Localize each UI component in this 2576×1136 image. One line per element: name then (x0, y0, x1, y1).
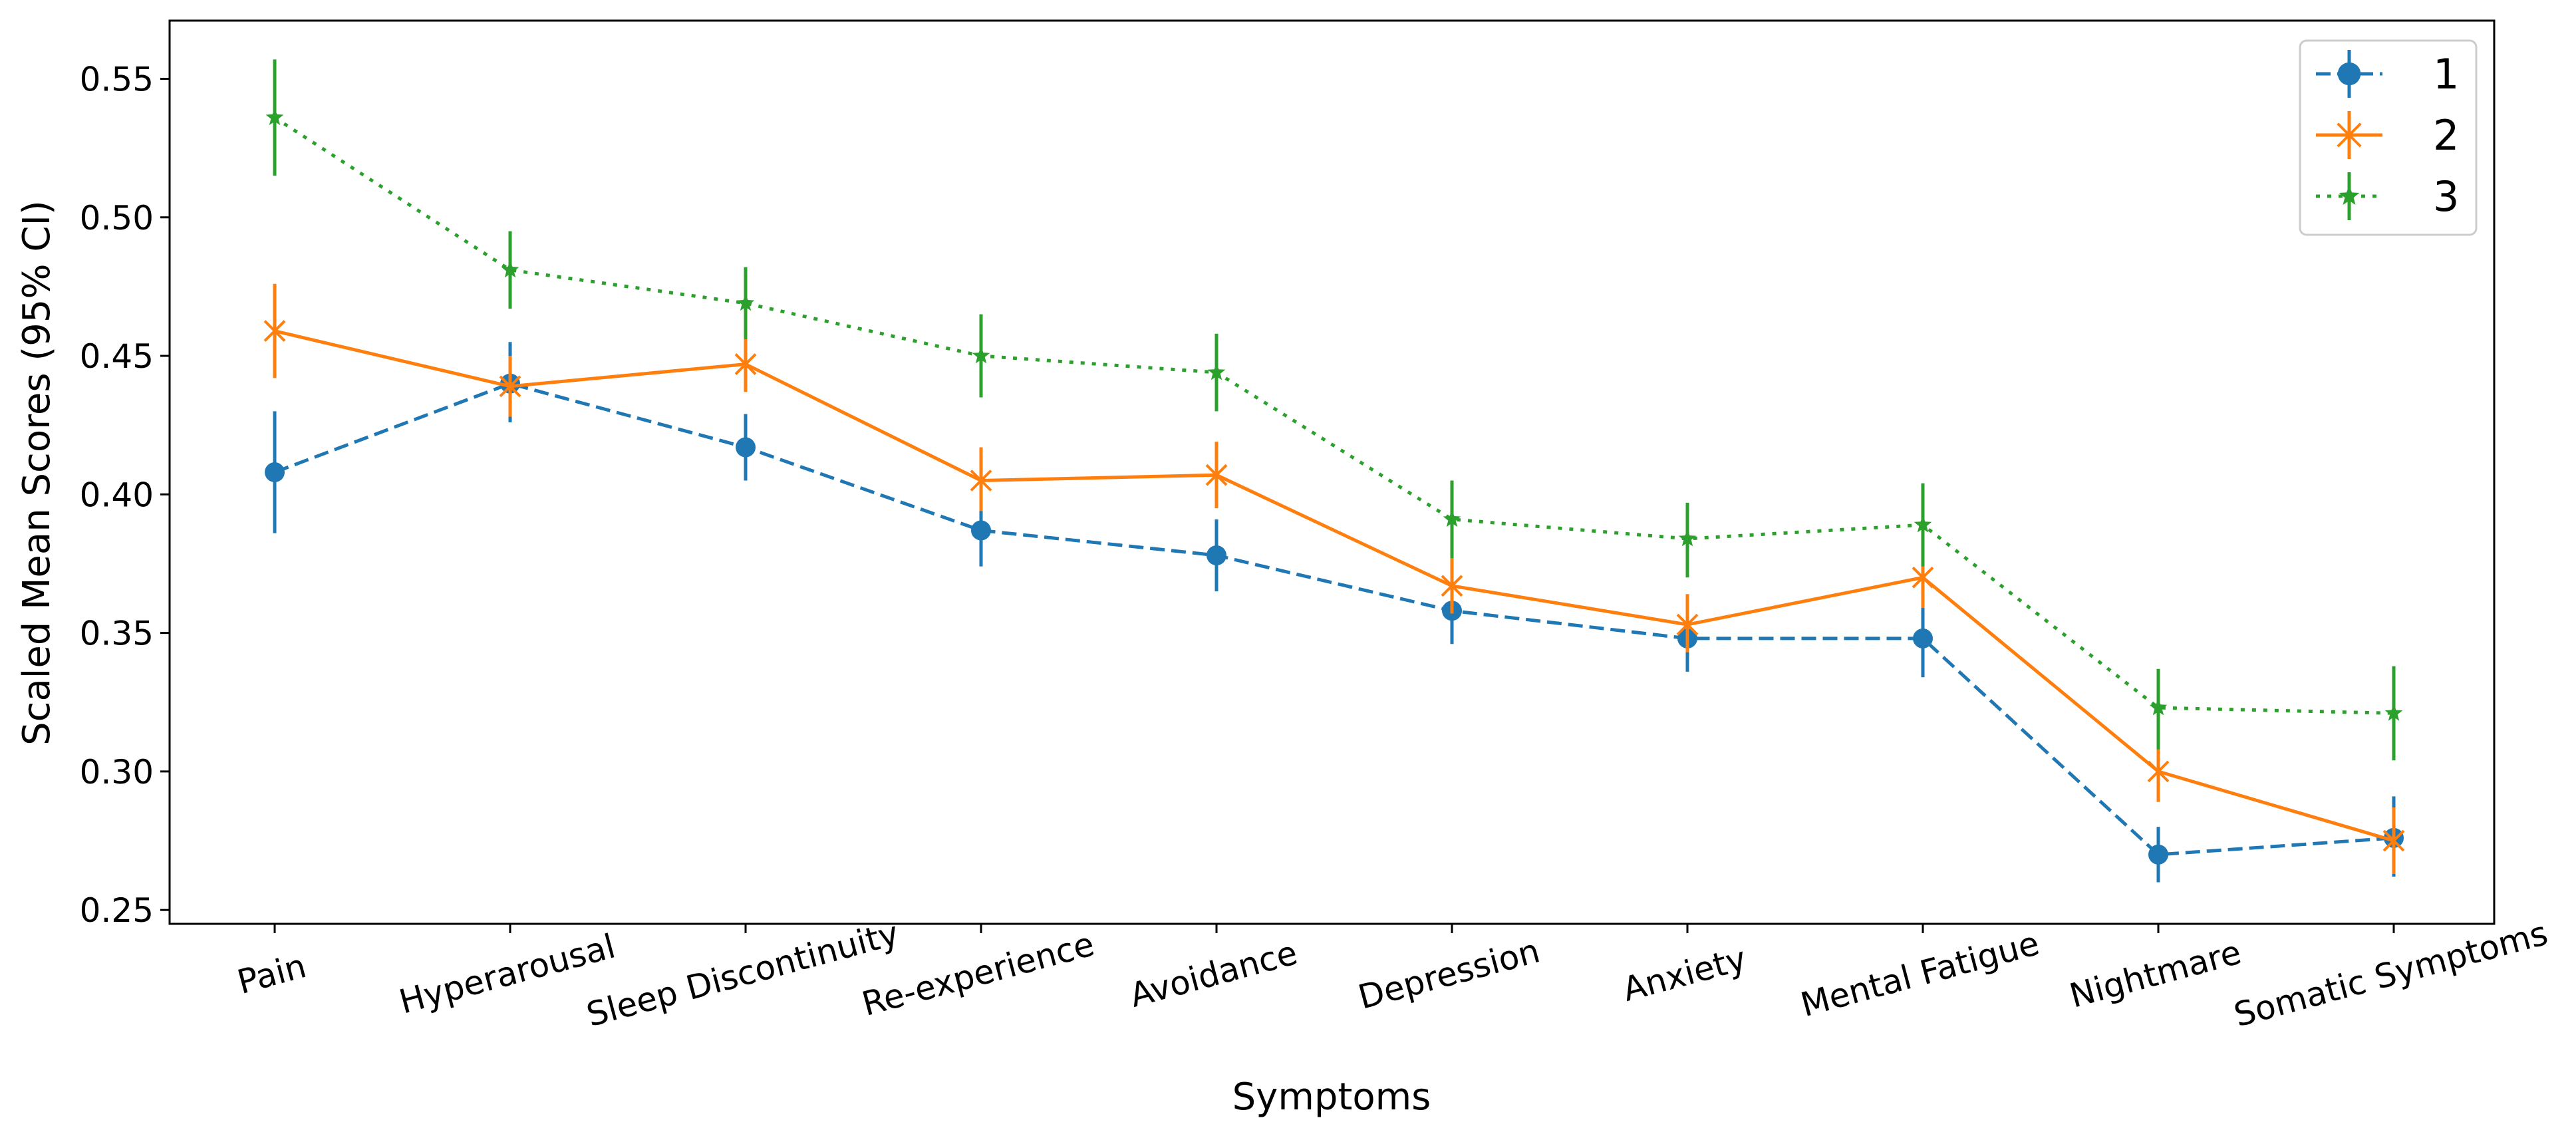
series-1-marker (971, 520, 991, 541)
series-2-marker (1441, 575, 1463, 597)
plot-frame (168, 19, 2496, 925)
series-1-line (274, 382, 2394, 857)
legend-frame (2299, 39, 2478, 236)
series-2-marker (1676, 613, 1699, 636)
x-tick-label: Sleep Discontinuity (583, 914, 903, 1034)
series-2-marker (970, 470, 992, 492)
series-3-marker (2339, 185, 2360, 205)
plot-area (170, 21, 2494, 924)
x-tick-label: Somatic Symptoms (2230, 914, 2552, 1035)
legend-label: 3 (2433, 172, 2459, 221)
y-tick-label: 0.40 (80, 476, 154, 514)
series-1-marker (2148, 844, 2168, 865)
x-axis-label: Symptoms (1232, 1075, 1431, 1119)
series-2-marker (2147, 760, 2170, 783)
series-3-marker (1678, 529, 1697, 547)
y-tick-label: 0.35 (80, 615, 154, 653)
series-2-marker (499, 375, 521, 398)
x-tick-label: Pain (233, 946, 311, 1002)
y-tick-label: 0.55 (80, 60, 154, 98)
series-3-marker (1443, 509, 1461, 527)
series-3-marker (2384, 704, 2403, 721)
legend-label: 2 (2433, 111, 2459, 160)
series-layer (263, 59, 2405, 883)
series-3-marker (972, 347, 990, 364)
series-3-marker (1207, 363, 1226, 380)
series-3-marker (265, 108, 284, 126)
y-tick-label: 0.25 (80, 891, 154, 930)
series-2-marker (734, 353, 757, 375)
series-1-marker (265, 462, 285, 482)
y-tick-label: 0.30 (80, 753, 154, 791)
legend: 1 2 3 (2299, 39, 2478, 236)
x-tick-label: Anxiety (1619, 939, 1751, 1009)
series-2-marker (1205, 464, 1228, 486)
series-3-line (273, 116, 2394, 715)
x-tick-label: Avoidance (1126, 933, 1302, 1015)
series-2-marker (2382, 829, 2405, 852)
series-3 (265, 59, 2403, 761)
y-axis: 0.25 0.30 0.35 0.40 0.45 0.50 0.55 (80, 60, 170, 930)
series-3-marker (1914, 515, 1932, 533)
series-1-marker (736, 437, 756, 458)
x-tick-label: Depression (1354, 931, 1544, 1016)
legend-item: 1 (2316, 50, 2459, 98)
series-1-marker (1913, 628, 1933, 648)
x-tick-label: Mental Fatigue (1796, 924, 2043, 1024)
series-3-marker (501, 260, 519, 278)
series-3-marker (2149, 698, 2168, 716)
series-2 (263, 283, 2405, 875)
legend-item: 3 (2316, 172, 2459, 221)
legend-label: 1 (2433, 50, 2459, 98)
x-tick-label: Nightmare (2066, 932, 2245, 1015)
y-tick-label: 0.45 (80, 337, 154, 376)
series-2-line (274, 329, 2394, 843)
series-1-marker (1207, 545, 1226, 565)
series-2-marker (263, 320, 286, 342)
legend-item: 2 (2316, 111, 2459, 160)
y-axis-label: Scaled Mean Scores (95% CI) (15, 200, 59, 746)
series-2-marker (2337, 122, 2362, 148)
series-2-marker (1912, 566, 1934, 589)
series-3-marker (736, 293, 755, 311)
series-1-marker (2337, 62, 2361, 86)
y-tick-label: 0.50 (80, 199, 154, 237)
